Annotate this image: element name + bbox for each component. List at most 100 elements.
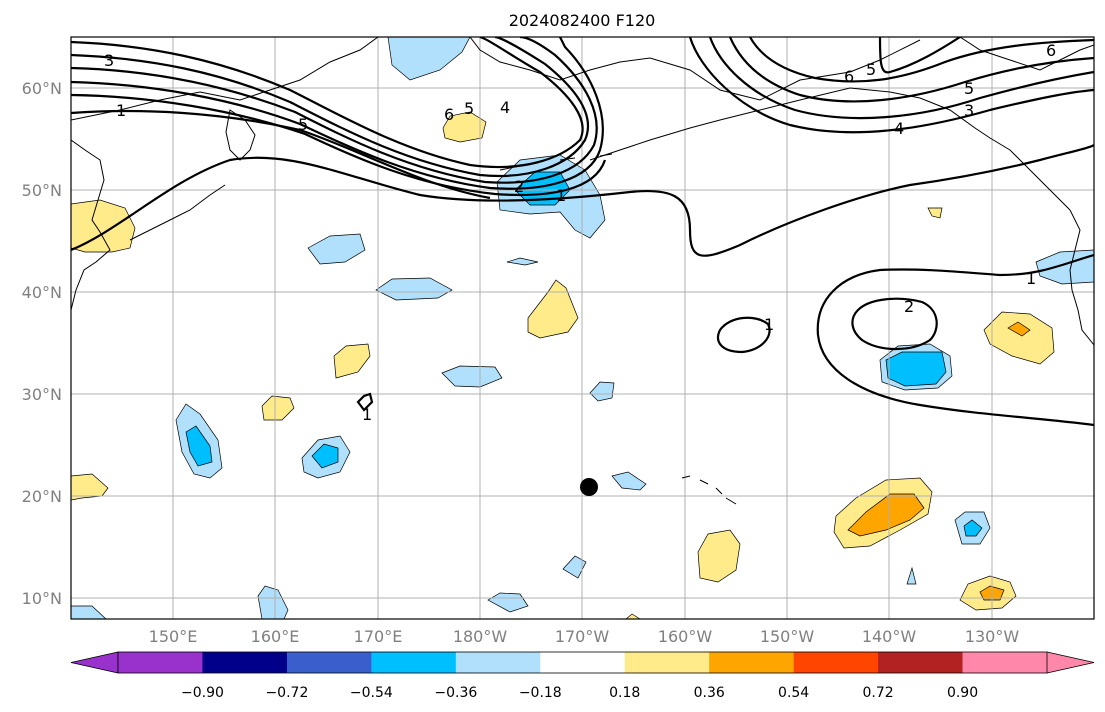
colorbar-segment: [118, 652, 203, 673]
contour-line: [71, 37, 584, 169]
canada-coast: [959, 37, 1094, 71]
contour-line: [749, 37, 1094, 83]
lat-labels: 60°N 50°N 40°N 30°N 20°N 10°N: [22, 79, 62, 608]
colorbar-tick-label: 0.72: [863, 685, 894, 701]
colorbar-tick-label: −0.54: [350, 685, 393, 701]
colorbar-tick-label: −0.72: [265, 685, 308, 701]
contour-label: 1: [556, 186, 566, 205]
lon-label: 160°E: [251, 627, 300, 646]
lat-label: 60°N: [22, 79, 62, 98]
positive-anomaly-region: [261, 395, 295, 421]
bering-coast: [469, 37, 921, 101]
lon-labels: 150°E 160°E 170°E 180°W 170°W 160°W 150°…: [149, 627, 1020, 646]
positive-anomaly-region: [333, 343, 371, 379]
negative-anomaly-region: [257, 585, 289, 619]
contour-line: [878, 37, 961, 74]
na-west-coast: [1069, 209, 1094, 346]
alaska-coast: [589, 87, 1071, 211]
asia-coast: [71, 139, 111, 311]
colorbar-segment: [709, 652, 795, 673]
lat-label: 10°N: [22, 589, 62, 608]
colorbar-segment: [286, 652, 372, 673]
negative-anomaly-region: [375, 277, 453, 301]
hawaii-islands: [681, 475, 737, 505]
negative-anomaly-region: [387, 37, 471, 81]
contour-line: [71, 93, 607, 197]
storm-center-dot: [580, 478, 598, 496]
positive-anomaly-region: [847, 493, 925, 537]
contour-label: 4: [500, 98, 510, 117]
colorbar-tick-label: 0.90: [947, 685, 978, 701]
negative-anomaly-region: [311, 443, 339, 469]
contour-label: 6: [444, 105, 454, 124]
contour-label: 2: [514, 177, 524, 196]
contour-label: 3: [104, 51, 114, 70]
colorbar-border: [117, 651, 1048, 674]
chart-title: 2024082400 F120: [509, 11, 656, 30]
contour-label: 3: [964, 101, 974, 120]
positive-anomaly-region: [983, 311, 1055, 365]
contour-label: 4: [894, 119, 904, 138]
contour-line: [708, 37, 1094, 120]
contour-line: [851, 297, 938, 350]
lat-label: 40°N: [22, 283, 62, 302]
colorbar-tick-label: 0.18: [609, 685, 640, 701]
contour-line: [688, 37, 1094, 134]
colorbar-segment: [793, 652, 879, 673]
colorbar-tick-label: 0.36: [694, 685, 725, 701]
negative-anomaly-region: [441, 365, 503, 388]
contour-label: 6: [844, 67, 854, 86]
colorbar-high-extension: [1046, 651, 1095, 674]
contour-labels: 3 1 6 5 4 2 1 6 5 4 3 5 6 2 1 1 1 5: [104, 41, 1056, 424]
colorbar-low-extension: [70, 651, 119, 674]
lat-label: 30°N: [22, 385, 62, 404]
positive-anomaly-region: [442, 111, 487, 143]
map-border: [70, 36, 1095, 620]
positive-anomaly-region: [625, 613, 641, 619]
positive-anomaly-region: [697, 529, 741, 583]
contour-label: 6: [1046, 41, 1056, 60]
contour-line: [816, 253, 1094, 427]
contour-label: 5: [866, 60, 876, 79]
negative-anomaly-region: [589, 381, 615, 402]
contour-line: [71, 109, 491, 200]
kamchatka-peninsula: [225, 109, 256, 161]
contour-label: 5: [464, 99, 474, 118]
colorbar-tick-label: −0.36: [434, 685, 477, 701]
positive-anomaly-region: [527, 279, 579, 339]
negative-anomaly-region: [906, 566, 917, 585]
contour-label: 1: [362, 405, 372, 424]
contour-line: [71, 37, 598, 184]
lon-label: 150°E: [149, 627, 198, 646]
contour-line: [356, 392, 374, 412]
negative-anomaly-region: [506, 257, 539, 266]
contour-label: 1: [764, 315, 774, 334]
map-area: 3 1 6 5 4 2 1 6 5 4 3 5 6 2 1 1 1 5: [71, 37, 1094, 619]
contour-label: 1: [1026, 269, 1036, 288]
contour-line: [716, 316, 771, 354]
positive-anomaly-region: [71, 199, 136, 253]
negative-anomaly-region: [963, 519, 983, 537]
kuril-islands: [129, 184, 226, 241]
colorbar-segment: [878, 652, 964, 673]
colorbar-segment: [540, 652, 626, 673]
negative-anomaly-region: [611, 471, 647, 491]
lon-label: 130°W: [965, 627, 1020, 646]
lon-label: 170°W: [555, 627, 610, 646]
colorbar-segment: [202, 652, 288, 673]
black-contours: [71, 37, 1094, 427]
contour-line: [71, 37, 590, 177]
lat-label: 50°N: [22, 181, 62, 200]
kamchatka-coast: [71, 37, 379, 121]
lat-label: 20°N: [22, 487, 62, 506]
colorbar-segment: [455, 652, 541, 673]
colorbar-tick-label: −0.90: [181, 685, 224, 701]
negative-anomaly-region: [71, 605, 107, 619]
colorbar-segment: [371, 652, 457, 673]
contour-line: [728, 37, 1094, 103]
lon-label: 140°W: [862, 627, 917, 646]
contour-line: [71, 144, 1094, 257]
lon-label: 180°W: [453, 627, 508, 646]
lon-label: 170°E: [354, 627, 403, 646]
negative-anomaly-region: [185, 425, 213, 467]
